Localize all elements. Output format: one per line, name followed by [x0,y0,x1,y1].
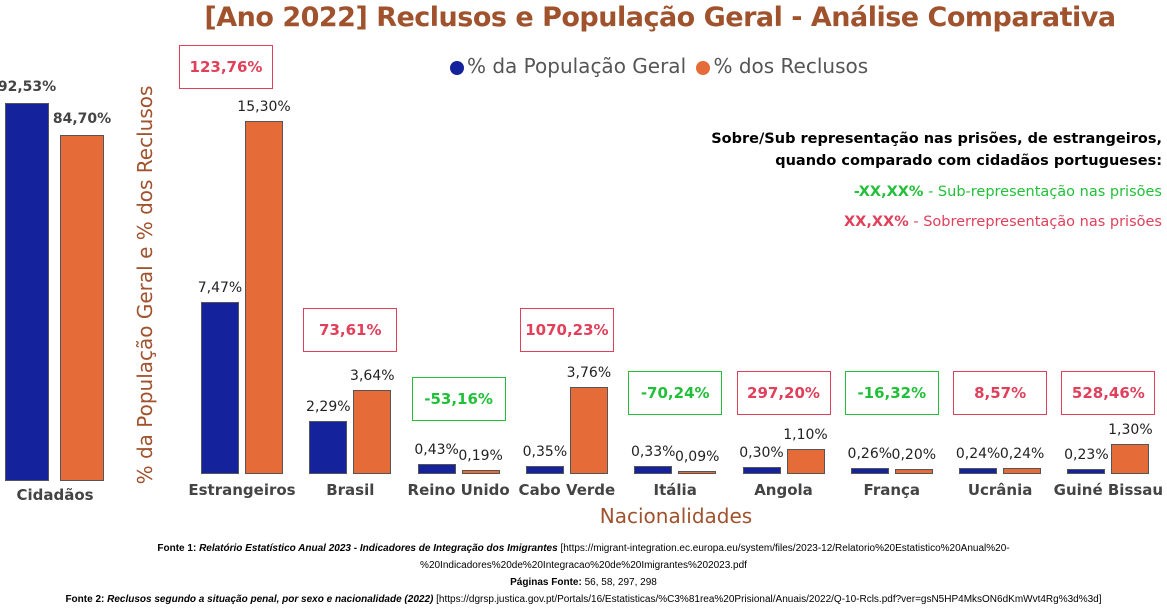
bar-Estrangeiros-0 [201,301,239,474]
data-label: 0,20% [891,447,937,464]
source1-url-cont: %20Indicadores%20de%20Integracao%20de%20… [420,560,747,571]
chart-title: [Ano 2022] Reclusos e População Geral - … [204,2,1116,33]
difference-badge: -16,32% [844,371,939,415]
source1-label: Fonte 1: [157,543,200,554]
difference-badge: -70,24% [628,371,723,415]
category-label: França [863,481,921,499]
bar-França-1 [894,469,933,474]
data-label: 3,76% [566,365,612,382]
note-line1: Sobre/Sub representação nas prisões, de … [711,131,1162,147]
data-label: 0,19% [458,447,503,464]
data-label: 0,09% [674,449,720,465]
legend: % da População Geral % dos Reclusos [450,54,868,78]
bar-Angola-1 [786,448,825,474]
legend-note: Sobre/Sub representação nas prisões, de … [711,128,1162,230]
data-label: 0,26% [847,446,893,462]
legend-prisoners: % dos Reclusos [713,54,869,78]
bar-Guiné Bissau-1 [1111,444,1150,474]
note-red-text: - Sobrerrepresentação nas prisões [908,214,1162,230]
data-label: 92,53% [0,79,57,95]
difference-badge: 297,20% [736,371,831,415]
bar-França-0 [850,468,889,474]
bar-Reino Unido-0 [417,464,456,474]
difference-badge: -53,16% [411,377,506,421]
data-label: 0,43% [414,442,459,459]
data-label: 15,30% [237,99,291,115]
data-label: 0,23% [1064,446,1109,463]
source2-label: Fonte 2: [65,594,108,605]
data-label: 3,64% [350,368,395,385]
data-label: 7,47% [197,279,243,296]
legend-dot-prisoners [696,60,711,75]
bar-Cabo Verde-1 [569,387,608,474]
bar-Ucrânia-0 [959,468,998,474]
category-label: Guiné Bissau [1053,481,1164,499]
source1-title: Relatório Estatístico Anual 2023 - Indic… [199,543,558,554]
bar-cidadaos-1 [60,134,104,481]
category-label: Brasil [326,481,375,499]
data-label: 2,29% [306,399,351,416]
bar-Brasil-0 [309,421,348,474]
x-axis-label: Nacionalidades [599,504,753,528]
data-label: 0,33% [630,444,676,461]
category-label: Cabo Verde [518,481,616,499]
bar-Reino Unido-1 [461,469,500,474]
pages-label: Páginas Fonte: [510,577,582,588]
category-label: Itália [653,481,697,499]
data-label: 0,24% [955,446,1001,463]
difference-badge: 73,61% [303,308,398,352]
bar-Itália-1 [678,471,717,474]
category-label: Reino Unido [407,481,510,499]
source2-title: Reclusos segundo a situação penal, por s… [107,594,434,605]
sources: Fonte 1: Relatório Estatístico Anual 202… [0,540,1167,608]
bar-Angola-0 [742,467,781,474]
y-axis-label: % da População Geral e % dos Reclusos [133,85,157,485]
note-red-code: XX,XX% [843,214,909,230]
data-label: 84,70% [52,110,112,127]
category-label: Ucrânia [967,481,1033,499]
source2-url: [https://dgrsp.justica.gov.pt/Portals/16… [433,594,1102,605]
category-label: Angola [754,481,813,499]
difference-badge: 8,57% [953,371,1048,415]
difference-badge: 528,46% [1061,371,1156,415]
bar-Cabo Verde-0 [525,465,564,474]
data-label: 0,30% [739,445,784,462]
data-label: 1,10% [783,426,828,443]
bar-Estrangeiros-1 [245,121,283,474]
data-label: 0,24% [999,446,1045,463]
difference-badge: 1070,23% [519,308,614,352]
bar-Ucrânia-1 [1003,468,1042,474]
difference-badge: 123,76% [179,45,273,89]
category-label: Cidadãos [16,486,94,504]
data-label: 1,30% [1108,422,1153,438]
legend-dot-population [450,60,464,75]
data-label: 0,35% [522,443,568,460]
category-label: Estrangeiros [188,481,296,499]
pages: 56, 58, 297, 298 [581,577,657,588]
bar-Guiné Bissau-0 [1067,468,1106,474]
note-green-text: - Sub-representação nas prisões [923,184,1162,200]
bar-Brasil-1 [353,390,392,474]
legend-population: % da População Geral [467,54,687,78]
note-line2: quando comparado com cidadãos portuguese… [775,153,1162,169]
note-green-code: -XX,XX% [853,184,924,200]
source1-url: [https://migrant-integration.ec.europa.e… [557,543,1010,554]
bar-cidadaos-0 [5,103,49,481]
bar-Itália-0 [634,466,673,474]
